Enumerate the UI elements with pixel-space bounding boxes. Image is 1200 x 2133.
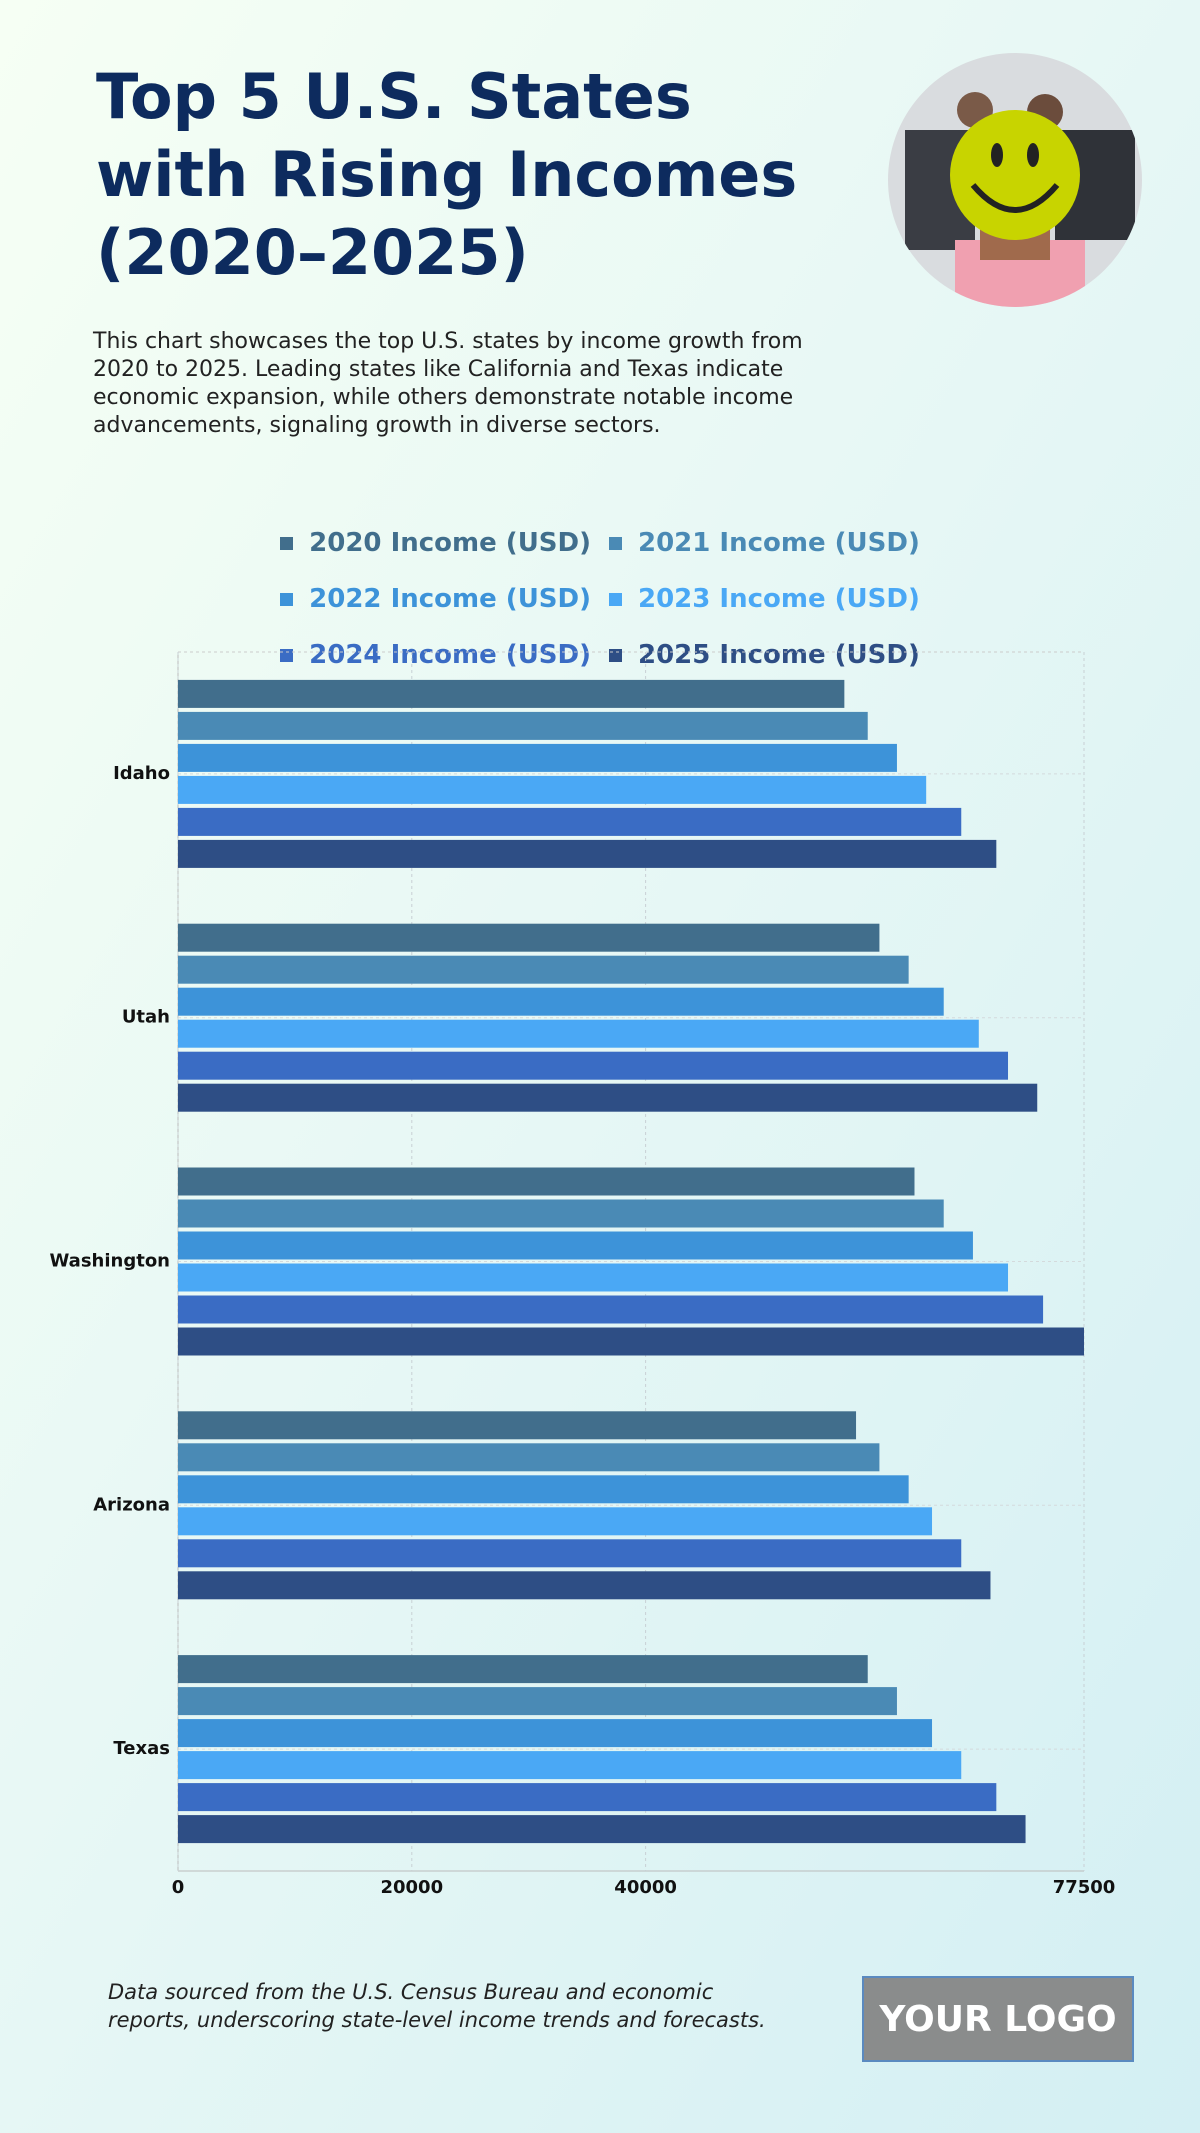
bar [178, 1815, 1026, 1844]
logo: YOUR LOGO [862, 1976, 1134, 2062]
x-tick-label: 20000 [380, 1877, 443, 1898]
footer: Data sourced from the U.S. Census Bureau… [108, 1980, 766, 2032]
legend-label: 2020 Income (USD) [309, 528, 591, 558]
bar [178, 1751, 962, 1780]
bar [178, 1507, 933, 1536]
bar [178, 1019, 979, 1048]
bar [178, 807, 962, 836]
legend: 2020 Income (USD) 2021 Income (USD) 2022 I… [130, 528, 1070, 670]
y-tick-label: Arizona [93, 1494, 170, 1515]
legend-item: 2022 Income (USD) [280, 584, 591, 614]
bar [178, 1475, 909, 1504]
bar [178, 1719, 933, 1748]
legend-label: 2023 Income (USD) [638, 584, 920, 614]
legend-label: 2021 Income (USD) [638, 528, 920, 558]
bar [178, 839, 997, 868]
bar [178, 1199, 944, 1228]
bar [178, 1051, 1009, 1080]
bar [178, 987, 944, 1016]
bar [178, 1783, 997, 1812]
legend-item: 2021 Income (USD) [609, 528, 920, 558]
legend-item: 2023 Income (USD) [609, 584, 920, 614]
bar [178, 923, 880, 952]
bar [178, 1327, 1084, 1356]
legend-label: 2022 Income (USD) [309, 584, 591, 614]
legend-item: 2024 Income (USD) [280, 640, 591, 670]
bar [178, 1443, 880, 1472]
bar [178, 1571, 991, 1600]
bar [178, 1411, 857, 1440]
legend-swatch [609, 536, 622, 550]
bar [178, 743, 897, 772]
y-tick-label: Washington [49, 1251, 170, 1272]
bar [178, 1539, 962, 1568]
bar [178, 1231, 973, 1260]
legend-swatch [280, 592, 294, 606]
legend-swatch [609, 592, 622, 606]
legend-item: 2025 Income (USD) [609, 640, 920, 670]
chart: 0 20000 40000 77500 Idaho Utah Washington Arizo… [49, 651, 1116, 1898]
y-tick-label: Texas [113, 1738, 170, 1759]
title: Top 5 U.S. States with Rising Incomes (2… [96, 60, 798, 289]
x-tick-label: 77500 [1053, 1877, 1116, 1898]
description: This chart showcases the top U.S. states… [93, 329, 803, 438]
bar [178, 1263, 1009, 1292]
legend-label: 2025 Income (USD) [638, 640, 920, 670]
bar [178, 1295, 1044, 1324]
y-tick-label: Idaho [113, 763, 170, 784]
photo [888, 53, 1142, 307]
bar [178, 1167, 915, 1196]
legend-swatch [280, 536, 294, 550]
y-tick-label: Utah [122, 1007, 170, 1028]
legend-item: 2020 Income (USD) [280, 528, 591, 558]
bar [178, 1083, 1038, 1112]
bar [178, 775, 927, 804]
bar [178, 711, 868, 740]
bar [178, 679, 845, 708]
bar [178, 955, 909, 984]
bar [178, 1687, 897, 1716]
x-tick-label: 40000 [614, 1877, 677, 1898]
bar [178, 1655, 868, 1684]
legend-swatch [280, 648, 294, 662]
x-tick-label: 0 [172, 1877, 185, 1898]
legend-label: 2024 Income (USD) [309, 640, 591, 670]
